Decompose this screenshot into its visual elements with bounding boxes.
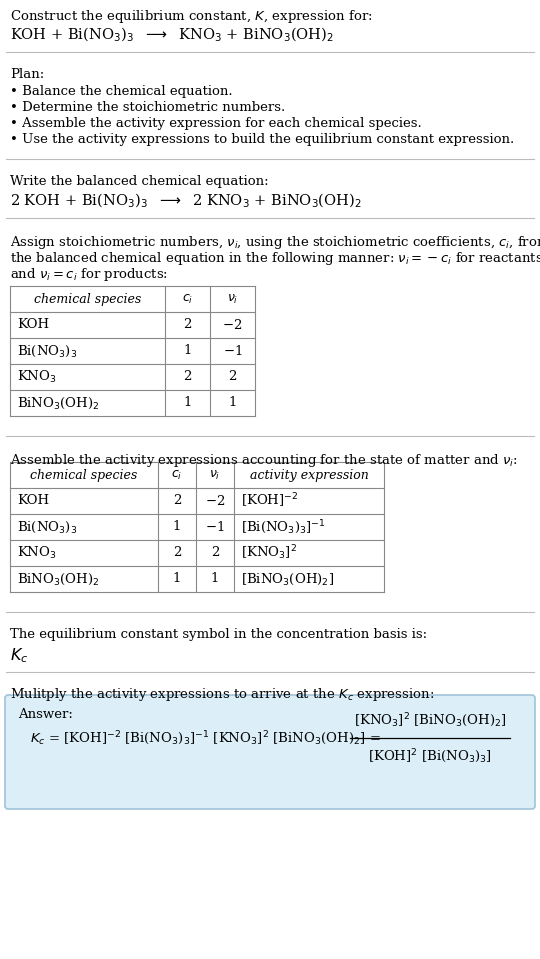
- Text: 2: 2: [183, 318, 192, 332]
- Text: $\nu_i$: $\nu_i$: [210, 468, 221, 481]
- Text: 1: 1: [183, 396, 192, 409]
- Text: KNO$_3$: KNO$_3$: [17, 369, 57, 386]
- Text: chemical species: chemical species: [30, 469, 138, 481]
- Text: [KOH]$^2$ [Bi(NO$_3$)$_3$]: [KOH]$^2$ [Bi(NO$_3$)$_3$]: [368, 747, 492, 765]
- Text: [BiNO$_3$(OH)$_2$]: [BiNO$_3$(OH)$_2$]: [241, 572, 334, 587]
- Text: KNO$_3$: KNO$_3$: [17, 545, 57, 561]
- Text: Answer:: Answer:: [18, 708, 73, 721]
- Text: 2: 2: [211, 547, 219, 559]
- Text: KOH + Bi(NO$_3$)$_3$  $\longrightarrow$  KNO$_3$ + BiNO$_3$(OH)$_2$: KOH + Bi(NO$_3$)$_3$ $\longrightarrow$ K…: [10, 26, 334, 44]
- Text: $c_i$: $c_i$: [171, 468, 183, 481]
- Text: Assemble the activity expressions accounting for the state of matter and $\nu_i$: Assemble the activity expressions accoun…: [10, 452, 518, 469]
- Text: [KNO$_3$]$^2$ [BiNO$_3$(OH)$_2$]: [KNO$_3$]$^2$ [BiNO$_3$(OH)$_2$]: [354, 712, 507, 729]
- Text: $K_c$ = [KOH]$^{-2}$ [Bi(NO$_3$)$_3$]$^{-1}$ [KNO$_3$]$^2$ [BiNO$_3$(OH)$_2$] =: $K_c$ = [KOH]$^{-2}$ [Bi(NO$_3$)$_3$]$^{…: [30, 729, 381, 747]
- Text: $\nu_i$: $\nu_i$: [227, 292, 238, 306]
- Text: Bi(NO$_3$)$_3$: Bi(NO$_3$)$_3$: [17, 343, 77, 359]
- Text: [KOH]$^{-2}$: [KOH]$^{-2}$: [241, 492, 299, 510]
- Text: 1: 1: [183, 344, 192, 358]
- Text: 2 KOH + Bi(NO$_3$)$_3$  $\longrightarrow$  2 KNO$_3$ + BiNO$_3$(OH)$_2$: 2 KOH + Bi(NO$_3$)$_3$ $\longrightarrow$…: [10, 192, 362, 210]
- Text: 1: 1: [173, 521, 181, 533]
- Text: $-$1: $-$1: [205, 520, 225, 534]
- Text: the balanced chemical equation in the following manner: $\nu_i = -c_i$ for react: the balanced chemical equation in the fo…: [10, 250, 540, 267]
- Text: The equilibrium constant symbol in the concentration basis is:: The equilibrium constant symbol in the c…: [10, 628, 427, 641]
- Text: $-$1: $-$1: [222, 344, 242, 358]
- Text: activity expression: activity expression: [249, 469, 368, 481]
- Text: BiNO$_3$(OH)$_2$: BiNO$_3$(OH)$_2$: [17, 395, 99, 410]
- Text: $c_i$: $c_i$: [182, 292, 193, 306]
- Text: Bi(NO$_3$)$_3$: Bi(NO$_3$)$_3$: [17, 520, 77, 534]
- Text: BiNO$_3$(OH)$_2$: BiNO$_3$(OH)$_2$: [17, 572, 99, 587]
- Text: • Use the activity expressions to build the equilibrium constant expression.: • Use the activity expressions to build …: [10, 133, 514, 146]
- Text: 2: 2: [228, 370, 237, 384]
- Text: KOH: KOH: [17, 318, 49, 332]
- Text: • Balance the chemical equation.: • Balance the chemical equation.: [10, 85, 233, 98]
- Text: 2: 2: [173, 495, 181, 507]
- Text: $K_c$: $K_c$: [10, 646, 29, 665]
- Text: $-$2: $-$2: [222, 318, 242, 332]
- Text: Plan:: Plan:: [10, 68, 44, 81]
- Text: [KNO$_3$]$^2$: [KNO$_3$]$^2$: [241, 544, 297, 562]
- FancyBboxPatch shape: [5, 695, 535, 809]
- Text: 1: 1: [228, 396, 237, 409]
- Text: [Bi(NO$_3$)$_3$]$^{-1}$: [Bi(NO$_3$)$_3$]$^{-1}$: [241, 518, 326, 536]
- Text: $-$2: $-$2: [205, 494, 225, 508]
- Text: 2: 2: [173, 547, 181, 559]
- Text: and $\nu_i = c_i$ for products:: and $\nu_i = c_i$ for products:: [10, 266, 168, 283]
- Text: KOH: KOH: [17, 495, 49, 507]
- Text: chemical species: chemical species: [34, 292, 141, 306]
- Text: Construct the equilibrium constant, $K$, expression for:: Construct the equilibrium constant, $K$,…: [10, 8, 373, 25]
- Text: 1: 1: [173, 573, 181, 586]
- Text: Assign stoichiometric numbers, $\nu_i$, using the stoichiometric coefficients, $: Assign stoichiometric numbers, $\nu_i$, …: [10, 234, 540, 251]
- Text: Mulitply the activity expressions to arrive at the $K_c$ expression:: Mulitply the activity expressions to arr…: [10, 686, 434, 703]
- Text: • Determine the stoichiometric numbers.: • Determine the stoichiometric numbers.: [10, 101, 285, 114]
- Text: 1: 1: [211, 573, 219, 586]
- Text: 2: 2: [183, 370, 192, 384]
- Text: • Assemble the activity expression for each chemical species.: • Assemble the activity expression for e…: [10, 117, 422, 130]
- Text: Write the balanced chemical equation:: Write the balanced chemical equation:: [10, 175, 268, 188]
